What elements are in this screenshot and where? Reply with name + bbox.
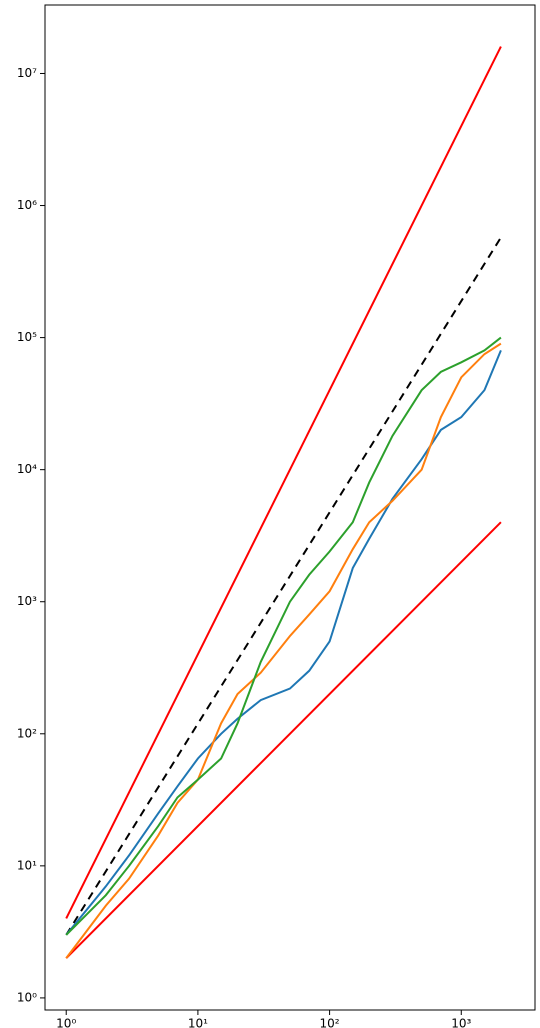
y-tick-label: 10⁷ <box>17 66 37 80</box>
y-tick-label: 10⁴ <box>17 462 37 476</box>
line-series <box>65 342 502 959</box>
line-series <box>65 521 502 959</box>
line-series <box>65 350 502 936</box>
line-series <box>65 236 502 936</box>
y-tick-label: 10³ <box>17 594 37 608</box>
y-tick-label: 10⁰ <box>17 990 37 1004</box>
x-tick-label: 10⁰ <box>56 1017 76 1028</box>
line-series <box>65 46 502 919</box>
x-tick-label: 10² <box>320 1017 340 1028</box>
line-series <box>65 336 502 936</box>
x-tick-label: 10¹ <box>188 1017 208 1028</box>
y-tick-label: 10⁵ <box>17 330 37 344</box>
y-tick-label: 10² <box>17 726 37 740</box>
x-tick-label: 10³ <box>451 1017 471 1028</box>
y-tick-label: 10¹ <box>17 858 37 872</box>
plot-frame <box>44 4 536 1011</box>
y-tick-label: 10⁶ <box>17 198 37 212</box>
